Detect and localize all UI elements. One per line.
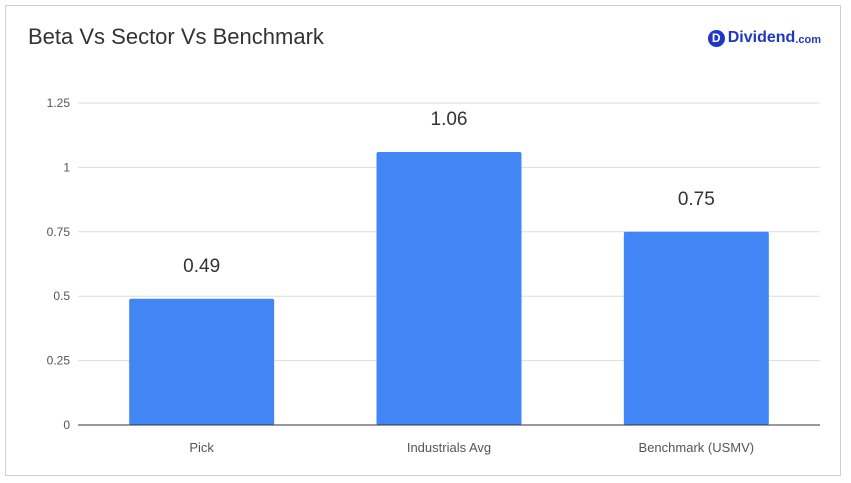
y-tick-label: 1 bbox=[63, 160, 70, 174]
bar bbox=[623, 231, 769, 425]
y-tick-label: 0.75 bbox=[47, 225, 71, 239]
dividend-logo[interactable]: D Dividend .com bbox=[707, 29, 821, 47]
y-tick-label: 1.25 bbox=[47, 96, 71, 110]
x-tick-label: Industrials Avg bbox=[407, 440, 491, 455]
logo-badge-icon: D bbox=[707, 29, 725, 47]
data-label: 0.49 bbox=[183, 256, 220, 277]
x-tick-label: Benchmark (USMV) bbox=[639, 440, 755, 455]
chart-title: Beta Vs Sector Vs Benchmark bbox=[28, 24, 324, 49]
data-label: 1.06 bbox=[431, 109, 468, 130]
logo-suffix: .com bbox=[795, 33, 821, 46]
x-tick-label: Pick bbox=[189, 440, 214, 455]
y-tick-label: 0.5 bbox=[53, 289, 70, 303]
y-tick-label: 0 bbox=[63, 418, 70, 432]
bar bbox=[129, 298, 275, 425]
data-label: 0.75 bbox=[678, 189, 715, 210]
y-tick-label: 0.25 bbox=[47, 354, 71, 368]
logo-name: Dividend bbox=[727, 29, 796, 46]
bar bbox=[376, 151, 522, 425]
